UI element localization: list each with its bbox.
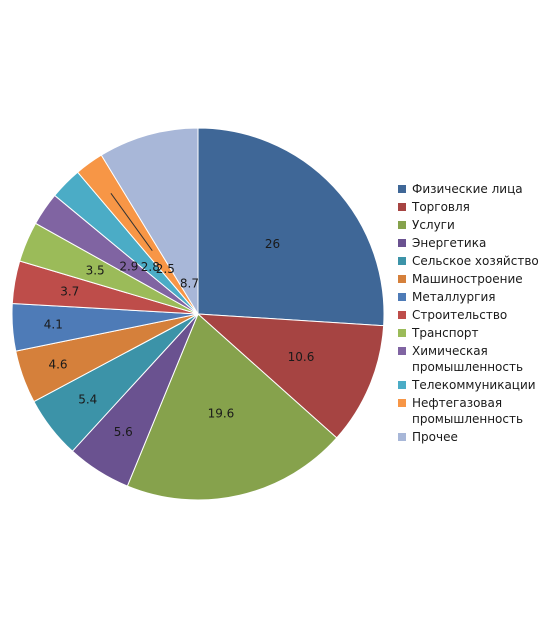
legend-swatch [398,257,406,265]
legend-item: Услуги [398,217,556,233]
data-label: 5.6 [114,425,133,439]
legend-label: Услуги [412,218,455,232]
legend-item: Металлургия [398,289,556,305]
legend-item: Нефтегазовая промышленность [398,395,556,427]
legend-item: Сельское хозяйство [398,253,556,269]
legend-item: Прочее [398,429,556,445]
data-label: 26 [265,237,280,251]
legend-item: Торговля [398,199,556,215]
legend-label: Торговля [412,200,470,214]
data-label: 2.5 [156,262,175,276]
legend-swatch [398,433,406,441]
pie-slice [126,313,338,501]
data-label: 5.4 [78,393,97,407]
data-label: 3.7 [60,285,79,299]
legend-item: Строительство [398,307,556,323]
legend-swatch [398,221,406,229]
data-label: 4.1 [44,317,63,331]
legend-label: Металлургия [412,290,496,304]
data-label: 19.6 [208,407,235,421]
legend-swatch [398,329,406,337]
data-label: 3.5 [86,264,105,278]
legend-label: Нефтегазовая промышленность [412,396,524,426]
pie-slice [100,127,199,316]
legend-label: Строительство [412,308,508,322]
legend-swatch [398,347,406,355]
legend-item: Химическая промышленность [398,343,556,375]
legend-swatch [398,185,406,193]
legend-item: Физические лица [398,181,556,197]
leader-line [110,193,153,251]
legend-label: Машиностроение [412,272,523,286]
pie-slice [196,313,385,439]
legend-swatch [398,293,406,301]
legend-swatch [398,275,406,283]
legend-item: Энергетика [398,235,556,251]
legend-label: Сельское хозяйство [412,254,539,268]
legend-label: Физические лица [412,182,523,196]
legend-swatch [398,203,406,211]
data-label: 4.6 [48,357,67,371]
legend-label: Прочее [412,430,458,444]
legend-item: Транспорт [398,325,556,341]
data-label: 10.6 [288,350,315,364]
legend-label: Транспорт [412,326,479,340]
legend-swatch [398,399,406,407]
legend-item: Машиностроение [398,271,556,287]
legend-swatch [398,311,406,319]
chart-legend: Физические лица Торговля Услуги Энергетика С… [398,181,556,447]
legend-label: Телекоммуникации [412,378,536,392]
data-label: 8.7 [180,277,199,291]
legend-label: Химическая промышленность [412,344,524,374]
legend-item: Телекоммуникации [398,377,556,393]
legend-swatch [398,239,406,247]
pie-slice [197,127,385,327]
legend-label: Энергетика [412,236,487,250]
legend-swatch [398,381,406,389]
data-label: 2.8 [141,260,160,274]
data-label: 2.9 [119,260,138,274]
